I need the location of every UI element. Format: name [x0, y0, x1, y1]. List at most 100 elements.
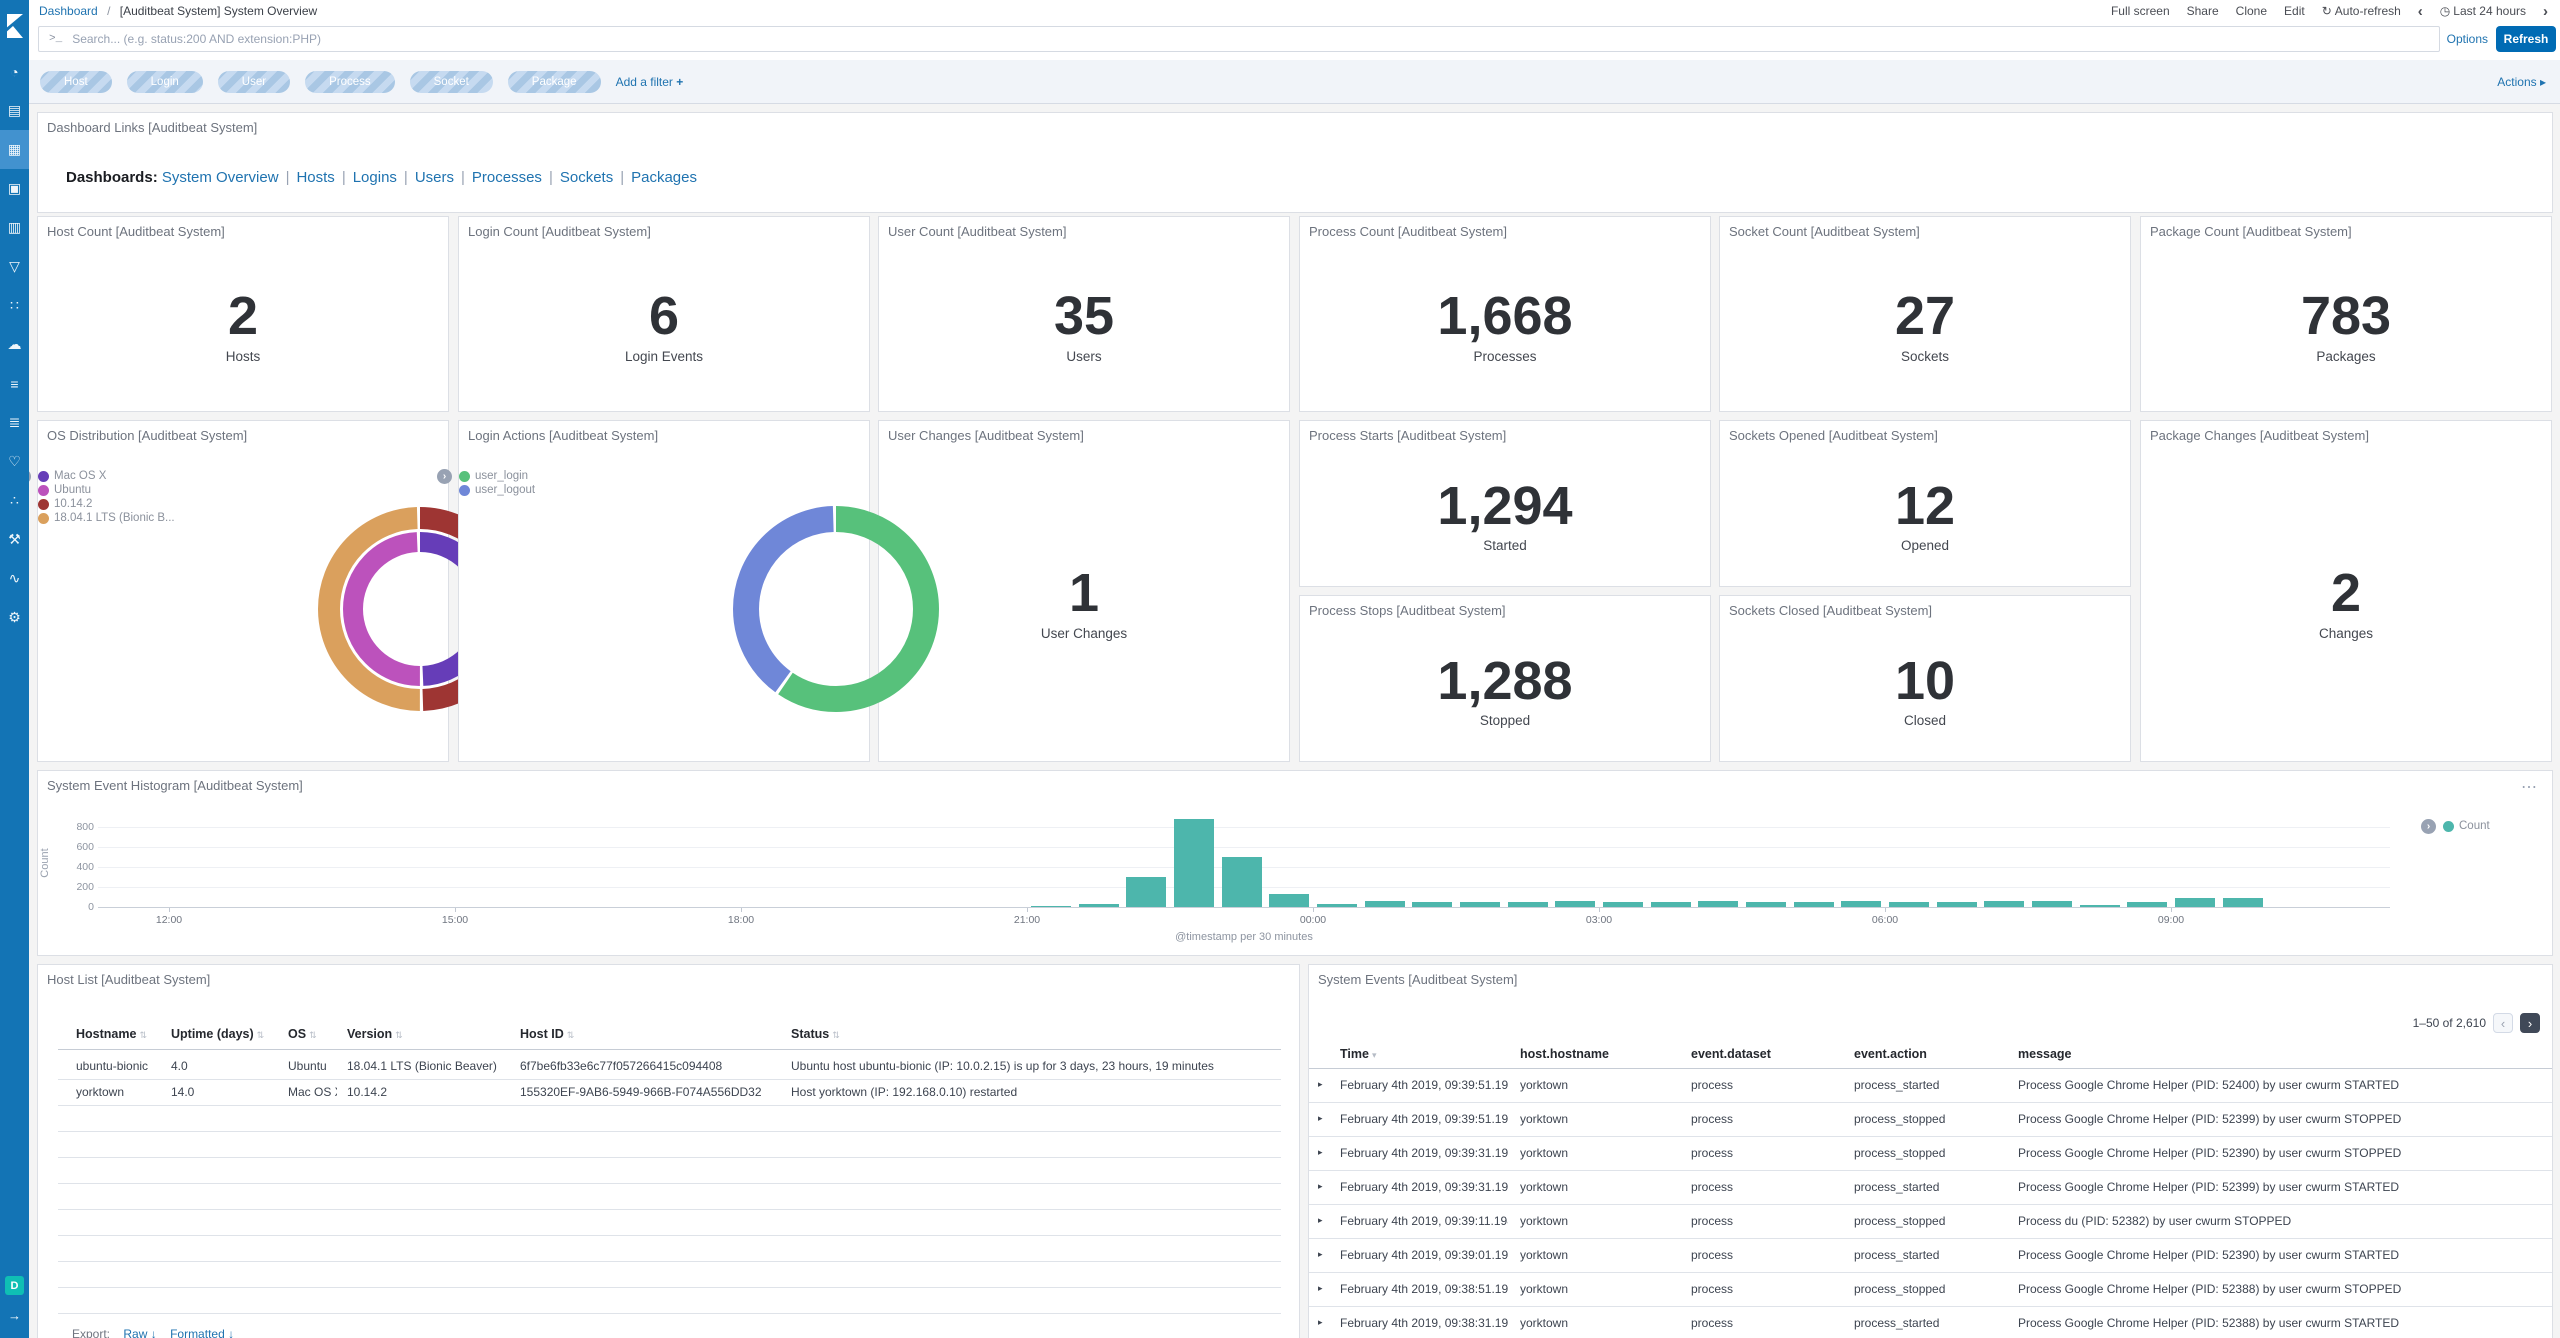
legend-toggle-icon[interactable]: ›	[2421, 819, 2436, 834]
histogram-bar[interactable]	[1937, 902, 1977, 908]
legend-item-10-14-2[interactable]: 10.14.2	[38, 497, 175, 511]
histogram-bar[interactable]	[2127, 902, 2167, 907]
add-filter-button[interactable]: Add a filter +	[616, 75, 684, 89]
legend-item-count[interactable]: Count	[2443, 819, 2490, 833]
dashboard-link-packages[interactable]: Packages	[631, 169, 697, 186]
histogram-bar[interactable]	[1222, 857, 1262, 907]
dashboard-link-system-overview[interactable]: System Overview	[162, 169, 279, 186]
histogram-bar[interactable]	[1412, 902, 1452, 908]
sidebar-item-graph[interactable]: ∴	[0, 481, 29, 520]
sidebar-item-canvas[interactable]: ▣	[0, 169, 29, 208]
column-header-time[interactable]: Time▾	[1340, 1047, 1376, 1061]
dashboard-link-users[interactable]: Users	[415, 169, 454, 186]
sidebar-item-uptime[interactable]: ♡	[0, 442, 29, 481]
histogram-bar[interactable]	[1651, 902, 1691, 908]
expand-row-button[interactable]: ▸	[1318, 1283, 1323, 1294]
export-raw-link[interactable]: Raw ↓	[123, 1327, 156, 1338]
histogram-bar[interactable]	[1317, 904, 1357, 907]
time-range-picker[interactable]: ◷Last 24 hours	[2440, 4, 2526, 18]
sidebar-item-dev-tools[interactable]: ⚒	[0, 520, 29, 559]
dashboard-link-sockets[interactable]: Sockets	[560, 169, 613, 186]
column-header-host-hostname[interactable]: host.hostname	[1520, 1047, 1609, 1061]
filter-pill-process[interactable]: Process	[305, 71, 395, 93]
filter-pill-user[interactable]: User	[218, 71, 290, 93]
expand-row-button[interactable]: ▸	[1318, 1147, 1323, 1158]
histogram-bar[interactable]	[1794, 902, 1834, 908]
column-header-status[interactable]: Status⇅	[791, 1027, 840, 1041]
share-button[interactable]: Share	[2187, 4, 2219, 18]
export-formatted-link[interactable]: Formatted ↓	[170, 1327, 234, 1338]
histogram-bar[interactable]	[1698, 901, 1738, 907]
sidebar-item-machine-learning[interactable]: ∷	[0, 286, 29, 325]
filter-pill-host[interactable]: Host	[40, 71, 112, 93]
expand-row-button[interactable]: ▸	[1318, 1215, 1323, 1226]
histogram-bar[interactable]	[1365, 901, 1405, 907]
kibana-logo[interactable]	[0, 0, 29, 52]
histogram-bar[interactable]	[1603, 902, 1643, 907]
legend-item-18-04-1-lts-bionic-b[interactable]: 18.04.1 LTS (Bionic B...	[38, 511, 175, 525]
full-screen-button[interactable]: Full screen	[2111, 4, 2170, 18]
filter-pill-package[interactable]: Package	[508, 71, 601, 93]
sidebar-item-dashboard[interactable]: ▦	[0, 130, 29, 169]
search-input[interactable]	[72, 32, 2429, 46]
sidebar-item-maps[interactable]: ▽	[0, 247, 29, 286]
column-header-event-action[interactable]: event.action	[1854, 1047, 1927, 1061]
options-button[interactable]: Options	[2447, 26, 2488, 52]
column-header-hostname[interactable]: Hostname⇅	[76, 1027, 147, 1041]
sidebar-item-visualize[interactable]: ▤	[0, 91, 29, 130]
edit-button[interactable]: Edit	[2284, 4, 2305, 18]
histogram-bar[interactable]	[1460, 902, 1500, 907]
column-header-version[interactable]: Version⇅	[347, 1027, 403, 1041]
histogram-bar[interactable]	[2223, 898, 2263, 907]
refresh-button[interactable]: Refresh	[2496, 26, 2556, 52]
sidebar-item-monitoring[interactable]: ∿	[0, 559, 29, 598]
actions-menu-button[interactable]: Actions ▸	[2497, 75, 2546, 89]
histogram-bar[interactable]	[1079, 904, 1119, 907]
histogram-bar[interactable]	[2080, 905, 2120, 908]
column-header-uptime-days[interactable]: Uptime (days)⇅	[171, 1027, 264, 1041]
histogram-bar[interactable]	[1031, 906, 1071, 907]
histogram-bar[interactable]	[1126, 877, 1166, 907]
histogram-bar[interactable]	[1508, 902, 1548, 908]
column-header-event-dataset[interactable]: event.dataset	[1691, 1047, 1771, 1061]
histogram-bar[interactable]	[2175, 898, 2215, 908]
legend-toggle-icon[interactable]: ›	[29, 469, 31, 484]
legend-item-user-login[interactable]: user_login	[459, 469, 535, 483]
column-header-message[interactable]: message	[2018, 1047, 2072, 1061]
histogram-bar[interactable]	[1889, 902, 1929, 907]
sidebar-item-apm[interactable]: ≣	[0, 403, 29, 442]
sidebar-item-management[interactable]: ⚙	[0, 598, 29, 637]
expand-row-button[interactable]: ▸	[1318, 1317, 1323, 1328]
legend-toggle-icon[interactable]: ›	[437, 469, 452, 484]
column-header-os[interactable]: OS⇅	[288, 1027, 317, 1041]
filter-pill-socket[interactable]: Socket	[410, 71, 493, 93]
time-forward-button[interactable]: ›	[2543, 3, 2548, 20]
column-header-host-id[interactable]: Host ID⇅	[520, 1027, 574, 1041]
histogram-bar[interactable]	[1555, 901, 1595, 907]
histogram-bar[interactable]	[1174, 819, 1214, 907]
breadcrumb-dashboard-link[interactable]: Dashboard	[39, 4, 98, 18]
sidebar-item-infrastructure[interactable]: ☁	[0, 325, 29, 364]
histogram-bar[interactable]	[2032, 901, 2072, 907]
dashboard-link-logins[interactable]: Logins	[353, 169, 397, 186]
legend-item-ubuntu[interactable]: Ubuntu	[38, 483, 175, 497]
expand-row-button[interactable]: ▸	[1318, 1181, 1323, 1192]
clone-button[interactable]: Clone	[2236, 4, 2267, 18]
legend-item-user-logout[interactable]: user_logout	[459, 483, 535, 497]
expand-row-button[interactable]: ▸	[1318, 1113, 1323, 1124]
sidebar-item-logs[interactable]: ≡	[0, 364, 29, 403]
dashboard-link-processes[interactable]: Processes	[472, 169, 542, 186]
histogram-bar[interactable]	[1746, 902, 1786, 908]
expand-row-button[interactable]: ▸	[1318, 1079, 1323, 1090]
sidebar-item-reporting[interactable]: ▥	[0, 208, 29, 247]
legend-item-mac-os-x[interactable]: Mac OS X	[38, 469, 175, 483]
dashboard-link-hosts[interactable]: Hosts	[296, 169, 334, 186]
time-back-button[interactable]: ‹	[2418, 3, 2423, 20]
histogram-bar[interactable]	[1984, 901, 2024, 907]
histogram-bar[interactable]	[1269, 894, 1309, 907]
sidebar-item-discover[interactable]: ◔	[0, 52, 29, 91]
filter-pill-login[interactable]: Login	[127, 71, 203, 93]
sidebar-collapse-icon[interactable]: →	[0, 1308, 29, 1323]
auto-refresh-button[interactable]: ↻Auto-refresh	[2322, 4, 2401, 18]
docs-badge[interactable]: D	[5, 1276, 24, 1295]
